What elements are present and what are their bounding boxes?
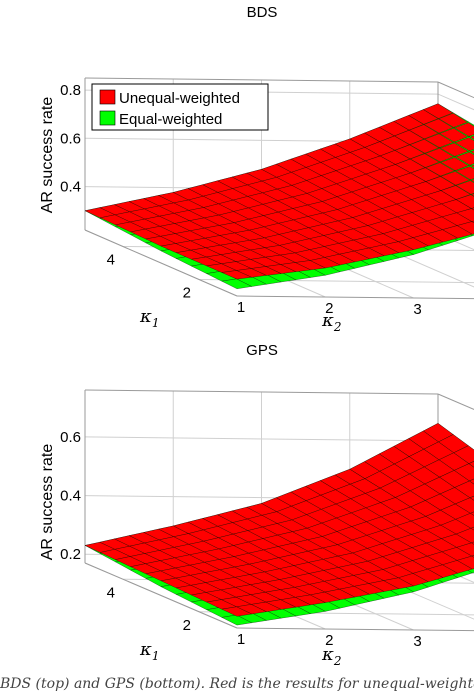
gps-z-axis-label: AR success rate — [39, 444, 56, 561]
legend-label-equal: Equal-weighted — [119, 111, 222, 128]
gps-surfaces — [85, 423, 474, 625]
z-tick-label: 0.4 — [60, 179, 81, 196]
z-tick-label: 0.8 — [60, 82, 81, 99]
legend-swatch-equal — [100, 111, 115, 125]
kappa1-tick-label: 2 — [183, 617, 191, 634]
gps-chart-title: GPS — [246, 342, 278, 359]
bds-y-axis-label: κ2 — [321, 310, 341, 334]
legend-label-unequal: Unequal-weighted — [119, 90, 240, 107]
gps-x-axis-label: κ1 — [139, 639, 159, 663]
z-tick-label: 0.6 — [60, 429, 81, 446]
z-tick-label: 0.2 — [60, 546, 81, 563]
z-tick-label: 0.6 — [60, 130, 81, 147]
kappa2-tick-label: 3 — [413, 301, 421, 318]
gps-chart: GPS 0.20.40.61234542 AR success rate κ1 … — [39, 342, 474, 668]
bds-surfaces — [85, 104, 474, 289]
bds-chart: BDS 0.40.60.81234542 AR success rate κ1 … — [39, 4, 474, 334]
bds-legend: Unequal-weighted Equal-weighted — [92, 84, 268, 130]
legend-swatch-unequal — [100, 90, 115, 104]
bds-z-axis-label: AR success rate — [39, 97, 56, 214]
axis-edge — [237, 628, 474, 632]
bds-chart-title: BDS — [247, 4, 278, 21]
kappa1-tick-label: 4 — [107, 252, 115, 269]
axis-edge — [237, 296, 474, 300]
bds-x-axis-label: κ1 — [139, 306, 159, 330]
kappa2-tick-label: 3 — [413, 633, 421, 650]
kappa2-tick-label: 1 — [237, 299, 245, 316]
kappa1-tick-label: 2 — [183, 285, 191, 302]
gps-y-axis-label: κ2 — [321, 644, 341, 668]
z-tick-label: 0.4 — [60, 488, 81, 505]
kappa2-tick-label: 1 — [237, 631, 245, 648]
figure-caption: BDS (top) and GPS (bottom). Red is the r… — [0, 676, 474, 694]
kappa1-tick-label: 4 — [107, 584, 115, 601]
